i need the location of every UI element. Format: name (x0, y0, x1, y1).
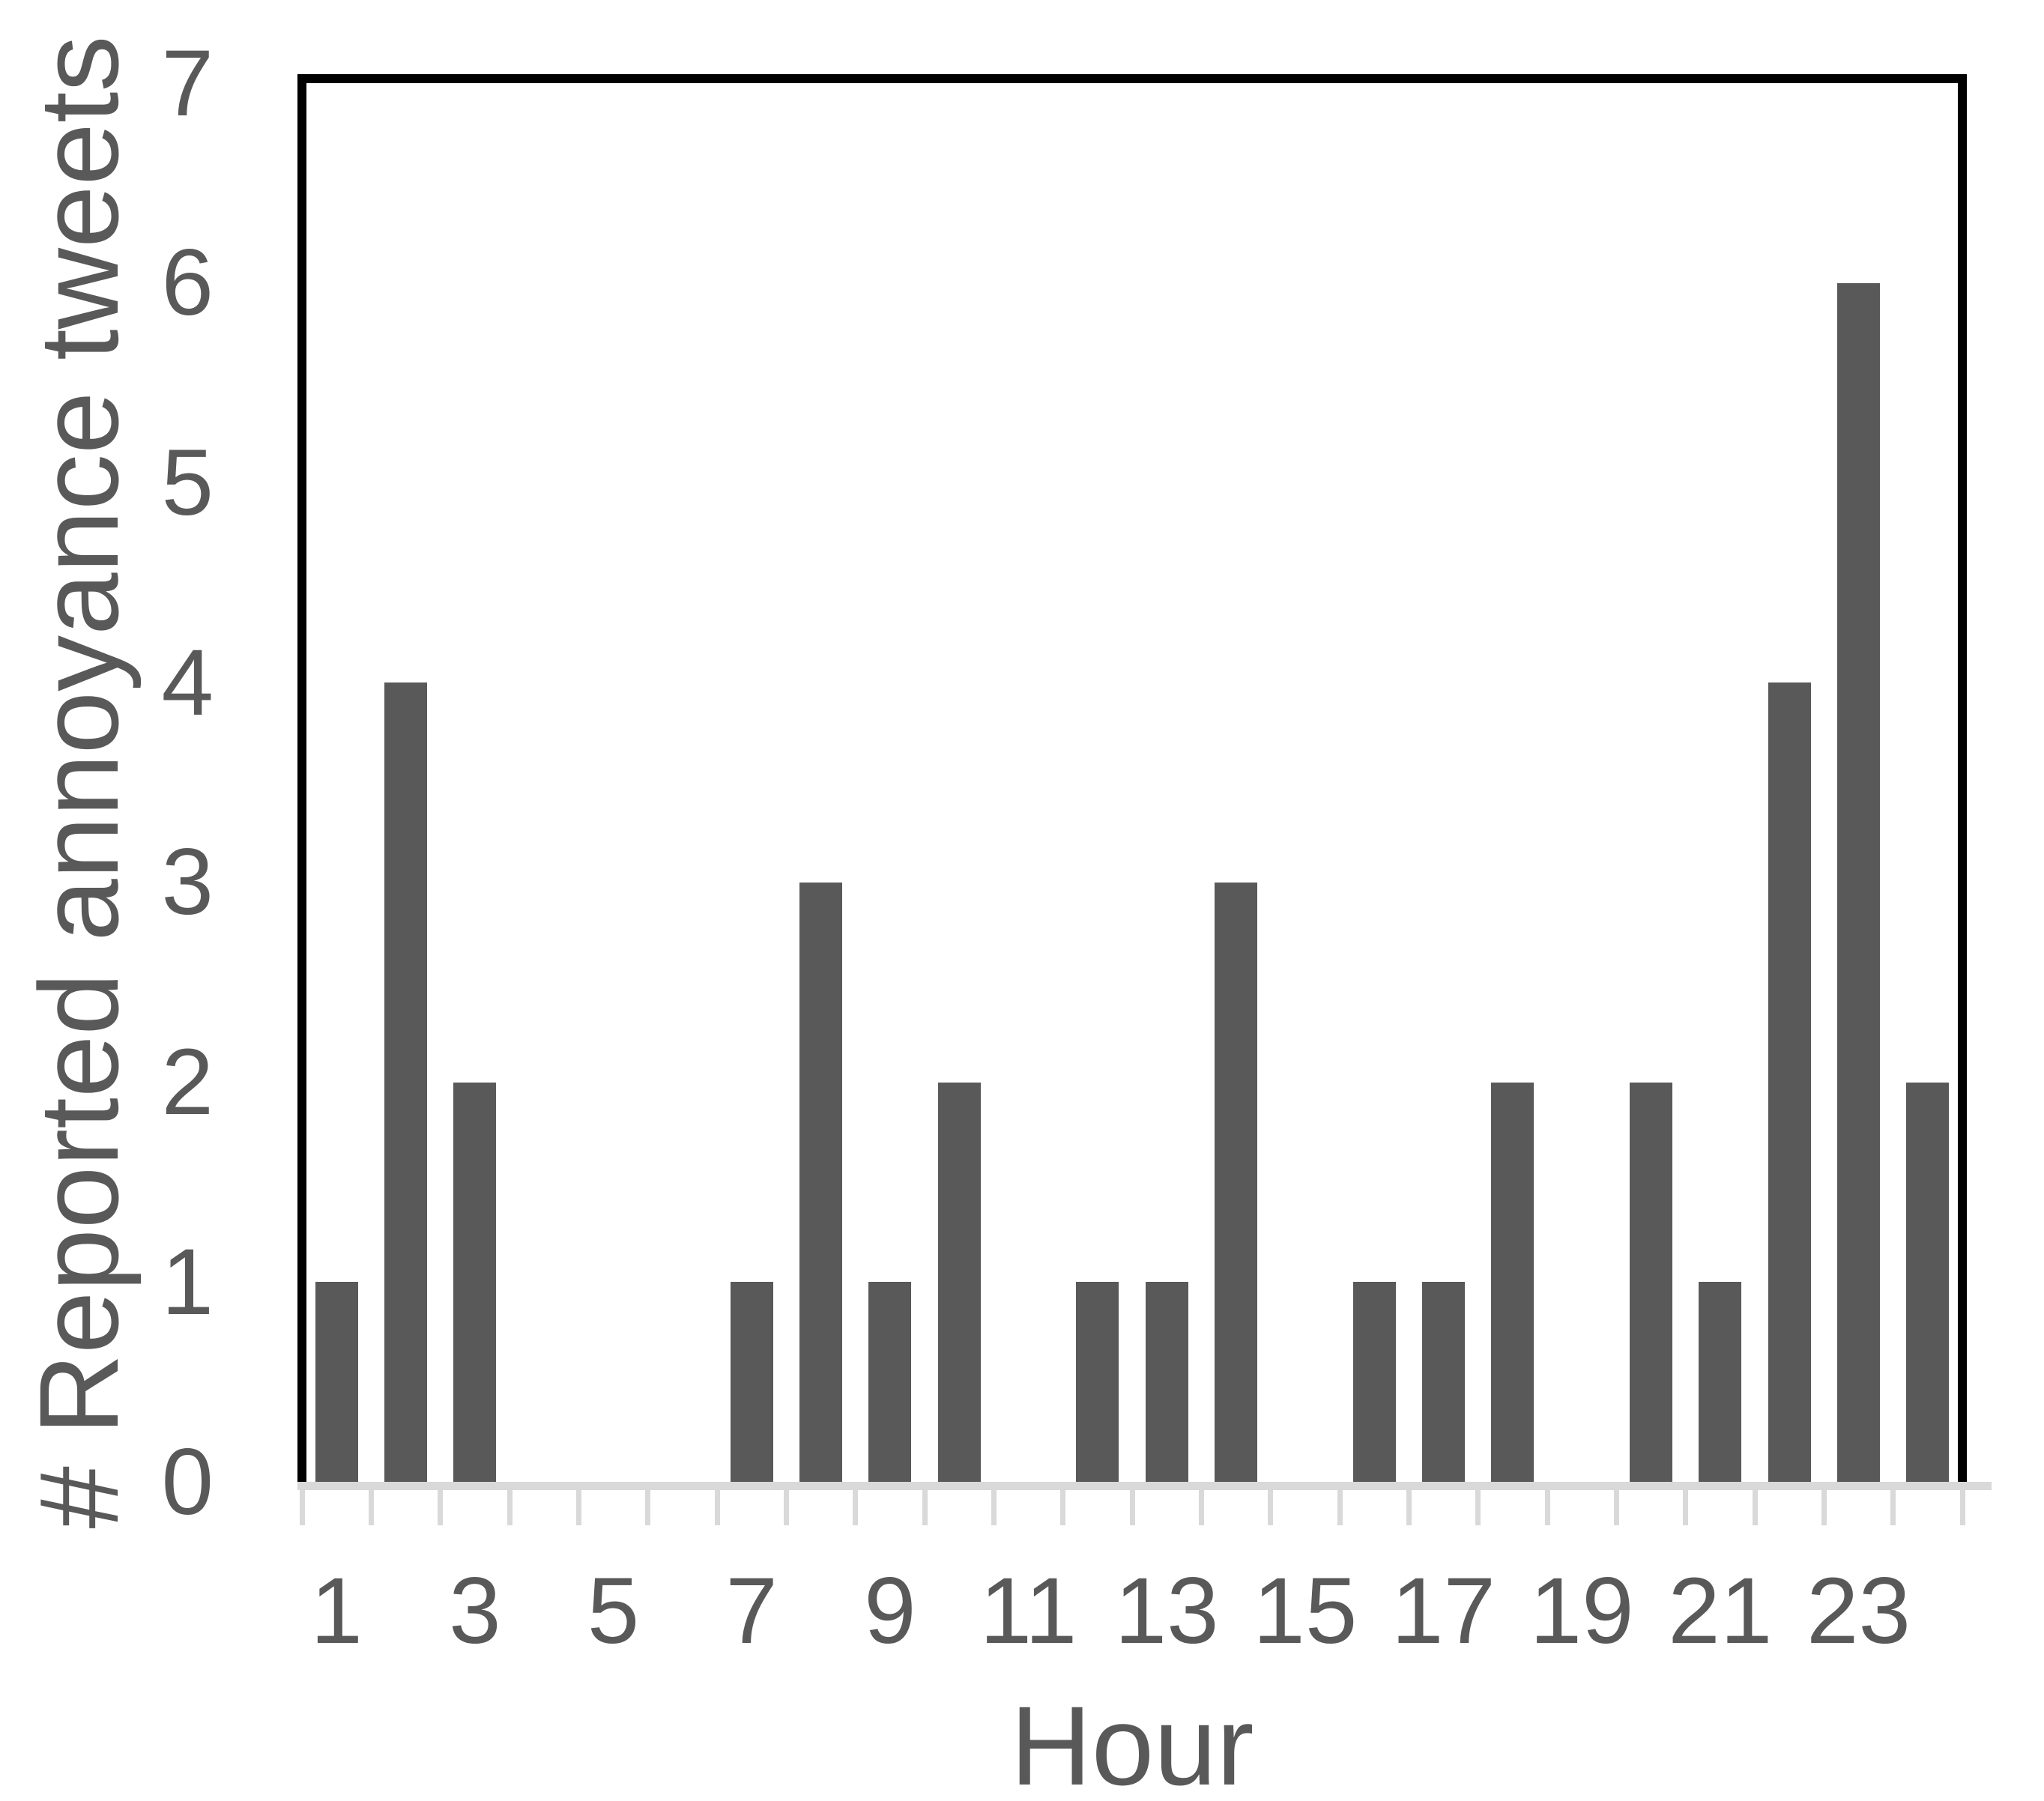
x-tick-label-21: 21 (1668, 1558, 1773, 1663)
x-tick-label-17: 17 (1391, 1558, 1496, 1663)
bar-hour-13 (1145, 1282, 1188, 1482)
bar-hour-8 (799, 882, 842, 1482)
x-axis-tick (1683, 1490, 1689, 1525)
x-tick-label-19: 19 (1529, 1558, 1634, 1663)
y-tick-label-6: 6 (161, 231, 214, 336)
x-tick-label-9: 9 (864, 1558, 916, 1663)
x-axis-tick (645, 1490, 651, 1525)
bar-hour-14 (1215, 882, 1257, 1482)
x-axis-line (297, 1482, 1992, 1490)
y-tick-label-2: 2 (161, 1030, 214, 1135)
x-axis-tick (1821, 1490, 1827, 1525)
x-axis-tick (507, 1490, 512, 1525)
x-axis-tick (1268, 1490, 1274, 1525)
x-tick-label-13: 13 (1114, 1558, 1219, 1663)
x-tick-label-15: 15 (1253, 1558, 1358, 1663)
bar-hour-20 (1630, 1082, 1672, 1482)
bar-hour-9 (868, 1282, 912, 1482)
x-axis-title: Hour (1010, 1683, 1254, 1801)
bar-hour-12 (1076, 1282, 1119, 1482)
x-axis-tick (991, 1490, 997, 1525)
x-axis-tick (1752, 1490, 1758, 1525)
bar-hour-16 (1352, 1282, 1396, 1482)
bar-hour-2 (384, 682, 427, 1482)
x-axis-tick (1406, 1490, 1412, 1525)
x-tick-label-3: 3 (449, 1558, 501, 1663)
x-tick-label-1: 1 (310, 1558, 363, 1663)
y-tick-label-3: 3 (161, 830, 214, 935)
x-axis-tick (1613, 1490, 1619, 1525)
y-tick-label-0: 0 (161, 1429, 214, 1534)
x-axis-tick (1060, 1490, 1066, 1525)
x-axis-tick (1337, 1490, 1343, 1525)
x-tick-label-11: 11 (979, 1558, 1077, 1663)
x-axis-tick (575, 1490, 581, 1525)
x-axis-tick (853, 1490, 859, 1525)
bar-hour-10 (937, 1082, 981, 1482)
bar-hour-3 (453, 1082, 497, 1482)
plot-area (302, 83, 1962, 1482)
bar-hour-24 (1906, 1082, 1950, 1482)
x-axis-tick (1475, 1490, 1481, 1525)
y-tick-label-1: 1 (161, 1229, 214, 1334)
x-axis-tick (1959, 1490, 1965, 1525)
y-tick-label-7: 7 (161, 31, 214, 136)
x-axis-tick (299, 1490, 305, 1525)
bar-hour-23 (1837, 282, 1880, 1482)
x-axis-tick (438, 1490, 444, 1525)
bar-hour-17 (1422, 1282, 1465, 1482)
x-axis-tick (1890, 1490, 1896, 1525)
y-axis-title: # Reported annoyance tweets (16, 35, 142, 1529)
plot-border-left (297, 74, 306, 1482)
bar-hour-21 (1699, 1282, 1742, 1482)
x-axis-tick (783, 1490, 789, 1525)
x-axis-tick (922, 1490, 928, 1525)
y-tick-label-4: 4 (161, 630, 214, 735)
plot-border-top (297, 74, 1967, 83)
bar-hour-1 (315, 1282, 358, 1482)
x-axis-tick (368, 1490, 374, 1525)
x-tick-label-5: 5 (587, 1558, 640, 1663)
x-axis-tick (714, 1490, 720, 1525)
x-tick-label-23: 23 (1806, 1558, 1911, 1663)
bar-hour-22 (1768, 682, 1811, 1482)
plot-border-right (1958, 74, 1967, 1482)
y-tick-label-5: 5 (161, 430, 214, 535)
x-axis-tick (1544, 1490, 1550, 1525)
x-axis-tick (1198, 1490, 1204, 1525)
x-axis-tick (1129, 1490, 1135, 1525)
bar-hour-18 (1491, 1082, 1534, 1482)
x-tick-label-7: 7 (725, 1558, 778, 1663)
bar-hour-7 (730, 1282, 773, 1482)
